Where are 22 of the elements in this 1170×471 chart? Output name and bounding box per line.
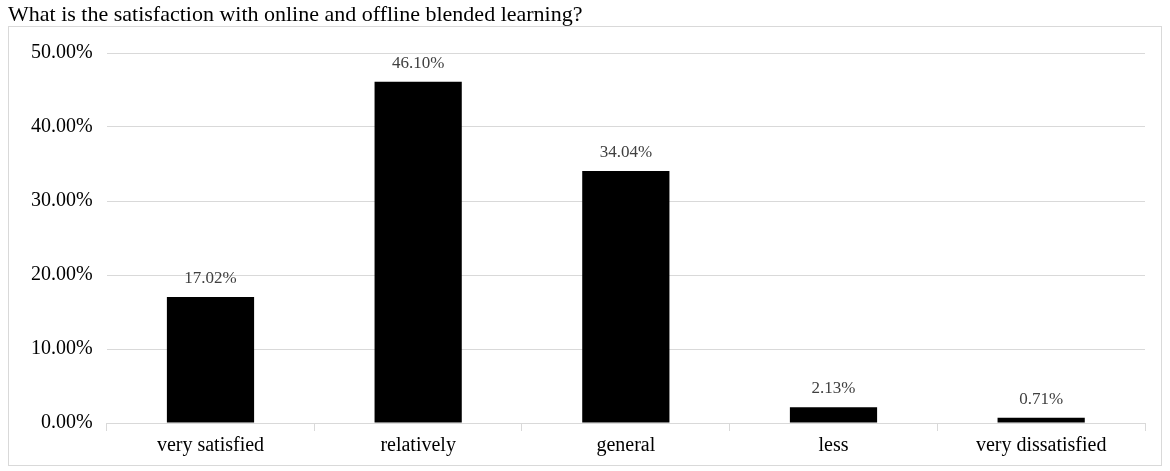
data-label: 46.10% xyxy=(391,52,445,72)
x-tick-label: less xyxy=(818,433,849,456)
data-label: 2.13% xyxy=(811,378,856,398)
bar xyxy=(374,81,462,423)
data-label: 34.04% xyxy=(599,142,653,162)
bar xyxy=(789,407,878,423)
data-label: 17.02% xyxy=(184,268,237,288)
x-tick-label: very satisfied xyxy=(156,433,265,457)
y-tick-label: 10.00% xyxy=(30,336,93,359)
y-tick-label: 20.00% xyxy=(30,262,93,285)
bar xyxy=(997,417,1085,423)
y-tick-label: 0.00% xyxy=(40,410,93,433)
bar xyxy=(582,171,670,423)
y-tick-label: 50.00% xyxy=(30,40,93,63)
x-tick-label: very dissatisfied xyxy=(975,433,1107,457)
chart-title: What is the satisfaction with online and offline blended learning? xyxy=(8,1,584,26)
bar xyxy=(166,297,255,423)
data-label: 0.71% xyxy=(1019,388,1064,408)
x-tick-label: relatively xyxy=(380,433,456,457)
y-tick-label: 40.00% xyxy=(30,114,93,137)
y-tick-label: 30.00% xyxy=(30,188,93,211)
x-tick-label: general xyxy=(596,433,656,457)
